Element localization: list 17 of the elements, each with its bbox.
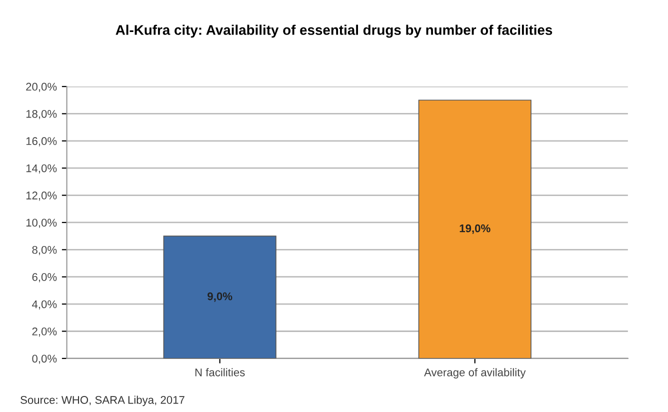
chart-title: Al-Kufra city: Availability of essential drugs by number of facilities [116,24,552,38]
x-tick-label: Average of avilability [424,368,526,379]
y-tick-label: 8,0% [32,246,57,256]
data-label: 9,0% [208,292,232,302]
y-tick-label: 10,0% [26,218,57,228]
x-tick-label: N facilities [195,368,245,376]
y-tick-label: 14,0% [26,164,57,174]
y-tick-label: 0,0% [32,354,57,364]
y-tick-label: 6,0% [32,273,57,282]
y-tick-label: 20,0% [26,82,57,92]
y-tick-label: 18,0% [26,110,57,120]
y-tick-label: 2,0% [32,328,57,337]
source-note: Source: WHO, SARA Libya, 2017 [20,396,184,406]
y-tick-label: 12,0% [26,192,57,201]
y-tick-label: 16,0% [26,137,57,146]
data-label: 19,0% [460,224,490,234]
y-tick-label: 4,0% [32,300,57,310]
